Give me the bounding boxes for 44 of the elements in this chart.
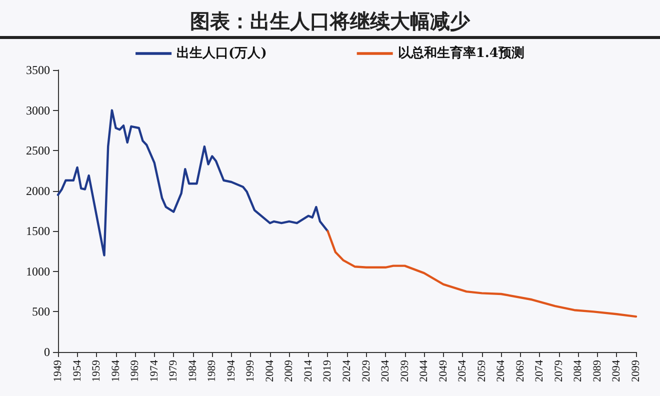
y-tick-label: 3500: [26, 63, 50, 77]
x-tick-label: 2084: [572, 360, 584, 382]
x-tick-label: 1984: [186, 360, 199, 382]
x-tick-label: 1994: [225, 360, 238, 382]
x-tick-label: 2064: [495, 360, 508, 382]
x-tick-label: 2094: [610, 360, 623, 382]
x-tick-label: 1979: [168, 360, 180, 382]
line-series: [56, 109, 329, 256]
x-tick-label: 1959: [90, 360, 103, 382]
y-tick-label: 1000: [26, 264, 50, 278]
x-tick-label: 1954: [71, 360, 84, 382]
chart-title: 图表：出生人口将继续大幅减少: [190, 9, 471, 33]
legend-label: 出生人口(万人): [176, 46, 267, 61]
x-tick-label: 2029: [360, 360, 372, 382]
x-tick-label: 2079: [552, 360, 565, 382]
y-tick-label: 2500: [26, 144, 50, 158]
x-tick-label: 1949: [52, 360, 64, 382]
x-tick-label: 1964: [110, 360, 122, 382]
x-tick-label: 2099: [630, 360, 642, 382]
x-tick-label: 2059: [476, 360, 488, 382]
y-tick-label: 3000: [26, 103, 50, 118]
x-tick-label: 2019: [322, 360, 334, 382]
x-tick-label: 2089: [591, 360, 604, 382]
x-tick-label: 2034: [380, 360, 392, 382]
x-tick-label: 2014: [302, 360, 314, 382]
x-tick-label: 2074: [534, 360, 546, 382]
x-tick-label: 2069: [514, 360, 526, 382]
y-tick-label: 0: [44, 345, 50, 359]
x-tick-label: 2009: [283, 360, 296, 382]
line-series: [326, 230, 638, 318]
legend-label: 以总和生育率1.4预测: [398, 45, 524, 61]
x-tick-label: 1969: [129, 360, 142, 382]
x-tick-label: 2004: [264, 360, 276, 382]
x-tick-label: 2049: [437, 360, 450, 382]
y-tick-label: 1500: [26, 224, 50, 238]
x-tick-label: 2024: [341, 360, 353, 382]
x-tick-label: 2044: [418, 360, 430, 382]
x-tick-label: 2054: [456, 360, 469, 382]
x-tick-label: 1974: [148, 360, 160, 382]
x-tick-label: 1989: [206, 360, 218, 382]
y-tick-label: 500: [32, 304, 50, 319]
x-tick-label: 2039: [398, 360, 411, 382]
y-tick-label: 2000: [26, 184, 50, 198]
x-tick-label: 1999: [244, 360, 257, 382]
